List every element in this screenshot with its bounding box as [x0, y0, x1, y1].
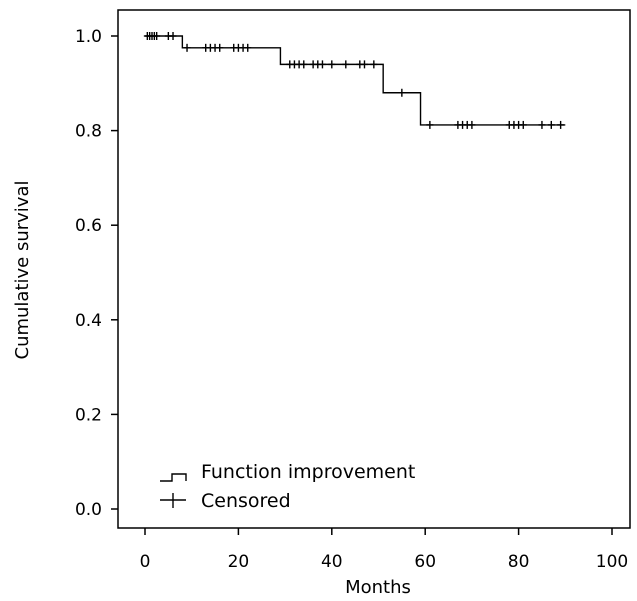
censor-marker [519, 120, 527, 129]
y-axis-title: Cumulative survival [12, 181, 33, 360]
censor-marker [538, 120, 546, 129]
censor-layer [143, 32, 565, 129]
series-layer [145, 35, 566, 126]
x-tick-label: 40 [321, 552, 343, 572]
censor-marker [183, 43, 191, 52]
legend-label-censored: Censored [201, 490, 291, 512]
censor-marker [547, 120, 555, 129]
censor-marker [153, 32, 161, 40]
plot-border [117, 9, 631, 529]
censor-marker [370, 60, 378, 69]
x-axis-title: Months [345, 577, 411, 598]
legend-label-function-improvement: Function improvement [201, 461, 415, 483]
censor-marker [244, 43, 252, 52]
censor-marker [328, 60, 336, 69]
x-tick-label: 20 [228, 552, 250, 572]
y-tick-label: 0.0 [75, 500, 102, 520]
y-axis: 0.0 0.2 0.4 0.6 0.8 1.0 [75, 27, 118, 520]
legend-step-symbol [160, 473, 187, 482]
plot-frame [117, 9, 631, 529]
x-tick-label: 0 [140, 552, 151, 572]
censor-marker [360, 60, 368, 69]
y-tick-label: 0.8 [75, 122, 102, 142]
censor-marker [216, 43, 224, 52]
x-axis: 0 20 40 60 80 100 [140, 528, 628, 572]
x-tick-label: 60 [414, 552, 436, 572]
censor-marker [557, 120, 565, 129]
y-tick-label: 1.0 [75, 27, 102, 47]
censor-marker [300, 60, 308, 69]
censor-marker [468, 120, 476, 129]
censor-marker [318, 60, 326, 69]
survival-step-line [145, 35, 566, 126]
legend: Function improvement Censored [160, 461, 415, 512]
censor-marker [169, 32, 177, 40]
censor-marker [398, 88, 406, 97]
y-tick-label: 0.4 [75, 311, 102, 331]
x-tick-label: 100 [596, 552, 628, 572]
censor-marker [426, 120, 434, 129]
y-tick-label: 0.6 [75, 216, 102, 236]
censor-marker [342, 60, 350, 69]
y-tick-label: 0.2 [75, 405, 102, 425]
x-tick-label: 80 [508, 552, 530, 572]
